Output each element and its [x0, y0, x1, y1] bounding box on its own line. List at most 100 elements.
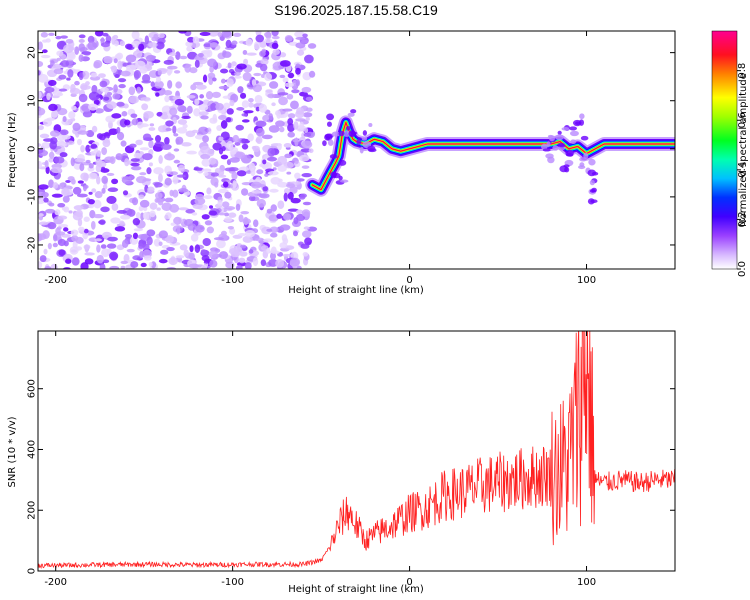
noise-speckle	[84, 252, 95, 256]
noise-speckle	[281, 234, 288, 242]
noise-speckle	[223, 102, 231, 109]
noise-speckle	[50, 263, 58, 269]
noise-speckle	[206, 187, 212, 195]
noise-speckle	[292, 230, 299, 237]
noise-speckle	[269, 188, 279, 193]
noise-speckle	[48, 202, 55, 207]
noise-speckle	[236, 170, 247, 177]
noise-speckle	[99, 80, 108, 88]
noise-speckle	[103, 96, 110, 101]
noise-speckle	[265, 89, 273, 93]
noise-speckle	[119, 40, 125, 47]
noise-speckle	[245, 170, 252, 174]
noise-speckle	[203, 195, 213, 200]
noise-speckle	[164, 177, 172, 186]
noise-speckle	[156, 207, 161, 211]
noise-speckle	[244, 262, 252, 269]
noise-speckle	[220, 120, 228, 129]
noise-speckle	[142, 153, 153, 161]
noise-speckle	[201, 158, 211, 167]
noise-speckle	[95, 158, 103, 167]
noise-speckle	[164, 235, 174, 244]
noise-speckle	[163, 90, 173, 96]
noise-speckle	[106, 172, 115, 177]
noise-speckle	[59, 152, 68, 158]
noise-speckle	[115, 153, 123, 161]
ridge-cluster-blob	[324, 133, 334, 139]
noise-speckle	[290, 100, 299, 110]
ridge-cluster-blob	[322, 140, 327, 147]
ridge-cluster-blob	[569, 126, 577, 131]
noise-speckle	[250, 167, 256, 177]
noise-speckle	[173, 148, 180, 152]
noise-speckle	[158, 33, 165, 39]
noise-speckle	[253, 41, 261, 50]
snr-series-line	[38, 331, 675, 570]
noise-speckle	[158, 241, 163, 247]
noise-speckle	[178, 105, 187, 113]
noise-speckle	[53, 234, 58, 242]
noise-speckle	[90, 143, 98, 149]
noise-speckle	[236, 63, 247, 70]
noise-speckle	[276, 110, 281, 119]
noise-speckle	[130, 113, 138, 118]
ridge-band-core	[311, 121, 675, 191]
noise-speckle	[119, 220, 125, 226]
noise-speckle	[302, 112, 313, 118]
noise-speckle	[178, 207, 189, 211]
noise-speckle	[225, 117, 232, 123]
noise-speckle	[222, 51, 232, 58]
noise-speckle	[143, 255, 152, 261]
noise-speckle	[42, 230, 50, 239]
noise-speckle	[291, 89, 300, 94]
noise-speckle	[111, 35, 116, 45]
noise-speckle	[242, 235, 253, 243]
noise-speckle	[196, 84, 207, 90]
ridge-cluster-blob	[548, 135, 556, 142]
noise-speckle	[246, 52, 257, 56]
spectrogram-ytick-label: -10	[27, 189, 38, 205]
noise-speckle	[153, 182, 163, 188]
noise-speckle	[284, 82, 294, 88]
noise-speckle	[146, 229, 156, 237]
noise-speckle	[91, 188, 97, 193]
noise-speckle	[84, 258, 94, 265]
noise-speckle	[248, 249, 254, 254]
noise-speckle	[38, 213, 44, 217]
noise-speckle	[255, 127, 265, 137]
noise-speckle	[221, 31, 232, 38]
snr-plot-area	[38, 331, 675, 570]
noise-speckle	[164, 136, 170, 145]
ridge-cluster-blob	[563, 164, 570, 168]
snr-ylabel: SNR (10 * v/v)	[7, 416, 18, 487]
noise-speckle	[113, 84, 118, 93]
noise-speckle	[77, 130, 89, 135]
noise-speckle	[224, 167, 235, 172]
noise-speckle	[301, 172, 312, 178]
noise-speckle	[142, 212, 150, 220]
noise-speckle	[208, 205, 214, 209]
noise-speckle	[284, 153, 293, 159]
ridge-cluster-blob	[578, 165, 586, 170]
noise-speckle	[241, 143, 249, 150]
noise-speckle	[61, 187, 70, 197]
noise-speckle	[54, 209, 61, 216]
noise-speckle	[295, 36, 306, 40]
noise-speckle	[277, 92, 289, 96]
noise-speckle	[38, 41, 43, 51]
noise-speckle	[279, 60, 291, 67]
noise-speckle	[130, 158, 140, 162]
noise-speckle	[212, 142, 222, 151]
noise-speckle	[287, 113, 296, 119]
ridge-cluster-blob	[326, 121, 332, 127]
ridge-cluster-blob	[368, 123, 373, 128]
noise-speckle	[138, 205, 144, 212]
noise-speckle	[74, 46, 80, 55]
noise-speckle	[116, 126, 121, 134]
noise-speckle	[98, 220, 106, 225]
colorbar-label: Normalized spectral amplitude	[738, 73, 749, 227]
noise-speckle	[248, 97, 254, 103]
noise-speckle	[241, 119, 250, 123]
noise-speckle	[279, 52, 287, 58]
